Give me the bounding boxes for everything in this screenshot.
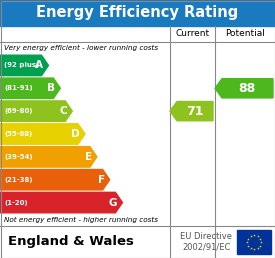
Text: EU Directive
2002/91/EC: EU Directive 2002/91/EC bbox=[180, 232, 232, 252]
Text: A: A bbox=[35, 60, 43, 70]
Polygon shape bbox=[215, 79, 273, 98]
Text: B: B bbox=[47, 83, 55, 93]
Text: England & Wales: England & Wales bbox=[8, 236, 134, 248]
Text: Not energy efficient - higher running costs: Not energy efficient - higher running co… bbox=[4, 217, 158, 223]
Text: (1-20): (1-20) bbox=[4, 200, 28, 206]
Text: Energy Efficiency Rating: Energy Efficiency Rating bbox=[36, 5, 239, 20]
Bar bbox=[0, 0, 275, 26]
Text: Potential: Potential bbox=[225, 29, 265, 38]
Polygon shape bbox=[0, 78, 60, 99]
Text: (69-80): (69-80) bbox=[4, 108, 32, 114]
Text: E: E bbox=[85, 152, 92, 162]
Text: 88: 88 bbox=[238, 82, 256, 95]
Polygon shape bbox=[170, 101, 213, 121]
Text: C: C bbox=[60, 106, 67, 116]
Text: (92 plus): (92 plus) bbox=[4, 62, 39, 68]
Text: Very energy efficient - lower running costs: Very energy efficient - lower running co… bbox=[4, 45, 158, 51]
Polygon shape bbox=[0, 170, 110, 190]
Polygon shape bbox=[0, 192, 122, 213]
Text: F: F bbox=[98, 175, 105, 185]
Bar bbox=[237, 230, 271, 254]
Polygon shape bbox=[0, 124, 85, 144]
Polygon shape bbox=[0, 55, 48, 76]
Text: G: G bbox=[109, 198, 117, 208]
Text: (81-91): (81-91) bbox=[4, 85, 33, 91]
Text: 71: 71 bbox=[186, 105, 203, 118]
Text: (39-54): (39-54) bbox=[4, 154, 33, 160]
Text: D: D bbox=[72, 129, 80, 139]
Text: (21-38): (21-38) bbox=[4, 177, 32, 183]
Text: (55-68): (55-68) bbox=[4, 131, 32, 137]
Polygon shape bbox=[0, 147, 97, 167]
Text: Current: Current bbox=[175, 29, 210, 38]
Polygon shape bbox=[0, 101, 72, 121]
